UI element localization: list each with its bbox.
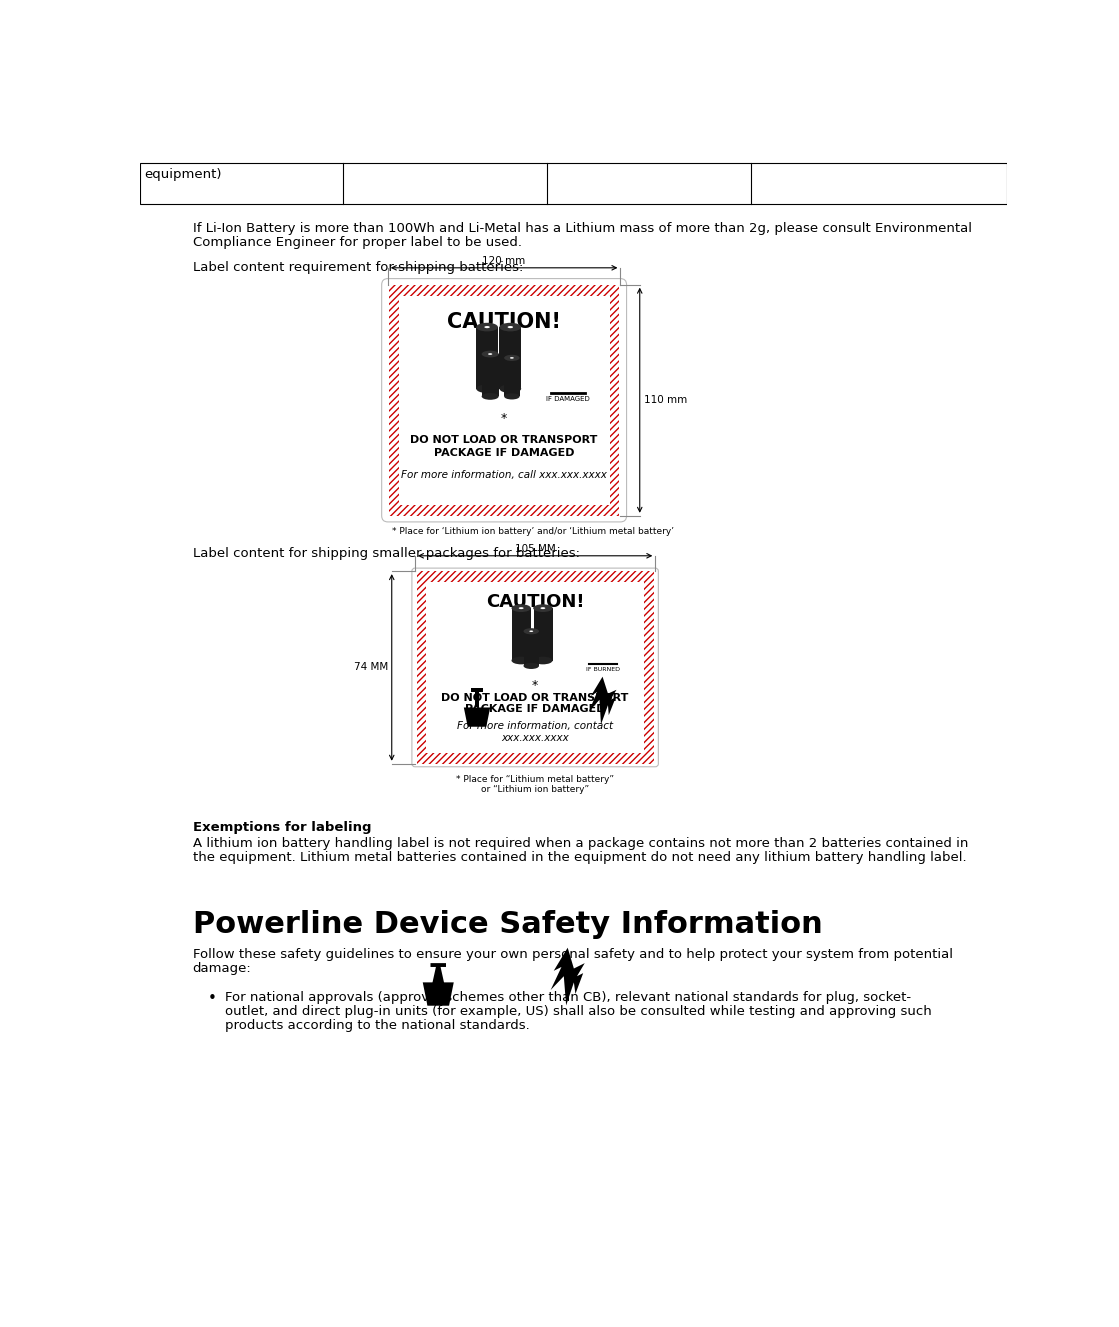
Polygon shape <box>589 677 617 725</box>
Polygon shape <box>423 982 453 1006</box>
Polygon shape <box>471 689 483 707</box>
Bar <box>389 285 619 296</box>
Text: Follow these safety guidelines to ensure your own personal safety and to help pr: Follow these safety guidelines to ensure… <box>192 949 952 962</box>
Text: *: * <box>501 411 507 425</box>
Ellipse shape <box>533 657 553 665</box>
Bar <box>481 354 499 397</box>
Text: Powerline Device Safety Information: Powerline Device Safety Information <box>192 910 822 940</box>
Text: Exemptions for labeling: Exemptions for labeling <box>192 821 372 835</box>
Text: 110 mm: 110 mm <box>643 395 687 405</box>
Bar <box>416 583 427 752</box>
Text: *: * <box>532 679 538 691</box>
Bar <box>389 506 619 516</box>
Text: A lithium ion battery handling label is not required when a package contains not: A lithium ion battery handling label is … <box>192 837 968 849</box>
Text: •: • <box>208 991 217 1006</box>
Text: DO NOT LOAD OR TRANSPORT: DO NOT LOAD OR TRANSPORT <box>411 435 598 445</box>
Text: For more information, contact: For more information, contact <box>457 722 613 731</box>
Ellipse shape <box>529 630 533 632</box>
Text: or “Lithium ion battery”: or “Lithium ion battery” <box>481 786 590 795</box>
Text: outlet, and direct plug-in units (for example, US) shall also be consulted while: outlet, and direct plug-in units (for ex… <box>225 1005 932 1018</box>
Ellipse shape <box>519 608 524 609</box>
Ellipse shape <box>477 322 498 332</box>
Bar <box>642 583 653 752</box>
Text: 105 MM: 105 MM <box>515 544 555 555</box>
Text: Label content for shipping smaller packages for batteries:: Label content for shipping smaller packa… <box>192 547 580 560</box>
Ellipse shape <box>499 322 521 332</box>
Text: Compliance Engineer for proper label to be used.: Compliance Engineer for proper label to … <box>192 236 521 249</box>
Polygon shape <box>427 963 449 1006</box>
Bar <box>499 326 521 389</box>
Ellipse shape <box>511 657 530 665</box>
Ellipse shape <box>510 357 514 358</box>
Text: * Place for ‘Lithium ion battery’ and/or ‘Lithium metal battery’: * Place for ‘Lithium ion battery’ and/or… <box>392 527 674 536</box>
Ellipse shape <box>533 604 553 612</box>
Bar <box>140 163 1007 204</box>
Text: PACKAGE IF DAMAGED: PACKAGE IF DAMAGED <box>464 705 605 714</box>
Ellipse shape <box>505 354 519 361</box>
Text: CAUTION!: CAUTION! <box>486 593 584 610</box>
Text: damage:: damage: <box>192 962 252 975</box>
Text: If Li-Ion Battery is more than 100Wh and Li-Metal has a Lithium mass of more tha: If Li-Ion Battery is more than 100Wh and… <box>192 223 971 235</box>
Text: Label content requirement for shipping batteries:: Label content requirement for shipping b… <box>192 261 523 273</box>
Text: IF BURNED: IF BURNED <box>585 666 620 671</box>
Ellipse shape <box>511 604 530 612</box>
Text: IF DAMAGED: IF DAMAGED <box>546 397 590 402</box>
Bar <box>389 296 401 506</box>
Bar <box>416 571 653 583</box>
Text: DO NOT LOAD OR TRANSPORT: DO NOT LOAD OR TRANSPORT <box>441 693 629 703</box>
Ellipse shape <box>481 393 499 399</box>
Bar <box>511 608 532 661</box>
FancyBboxPatch shape <box>412 568 658 767</box>
Text: 74 MM: 74 MM <box>354 662 388 673</box>
Bar <box>534 608 553 661</box>
Ellipse shape <box>485 326 490 328</box>
Bar <box>524 632 539 666</box>
Text: xxx.xxx.xxxx: xxx.xxx.xxxx <box>501 733 568 743</box>
Bar <box>608 296 619 506</box>
Bar <box>398 296 610 506</box>
Bar <box>505 358 519 397</box>
Text: CAUTION!: CAUTION! <box>448 312 561 332</box>
Ellipse shape <box>508 326 513 328</box>
Polygon shape <box>551 947 585 1006</box>
Text: 120 mm: 120 mm <box>482 256 526 267</box>
Ellipse shape <box>481 350 499 357</box>
Text: For national approvals (approval schemes other than CB), relevant national stand: For national approvals (approval schemes… <box>225 991 911 1003</box>
Ellipse shape <box>505 393 519 399</box>
FancyBboxPatch shape <box>382 279 627 522</box>
Ellipse shape <box>488 353 492 354</box>
Ellipse shape <box>477 385 498 393</box>
Text: equipment): equipment) <box>144 167 222 180</box>
Bar <box>426 583 645 752</box>
Bar <box>416 752 653 764</box>
Polygon shape <box>463 707 490 727</box>
Text: PACKAGE IF DAMAGED: PACKAGE IF DAMAGED <box>434 449 574 458</box>
Text: * Place for “Lithium metal battery”: * Place for “Lithium metal battery” <box>457 775 614 784</box>
Text: the equipment. Lithium metal batteries contained in the equipment do not need an: the equipment. Lithium metal batteries c… <box>192 851 966 864</box>
Ellipse shape <box>524 662 539 669</box>
Ellipse shape <box>524 628 539 634</box>
Ellipse shape <box>499 385 521 393</box>
Text: For more information, call xxx.xxx.xxxx: For more information, call xxx.xxx.xxxx <box>402 470 608 479</box>
Bar <box>477 326 498 389</box>
Text: products according to the national standards.: products according to the national stand… <box>225 1019 530 1031</box>
Ellipse shape <box>540 608 545 609</box>
